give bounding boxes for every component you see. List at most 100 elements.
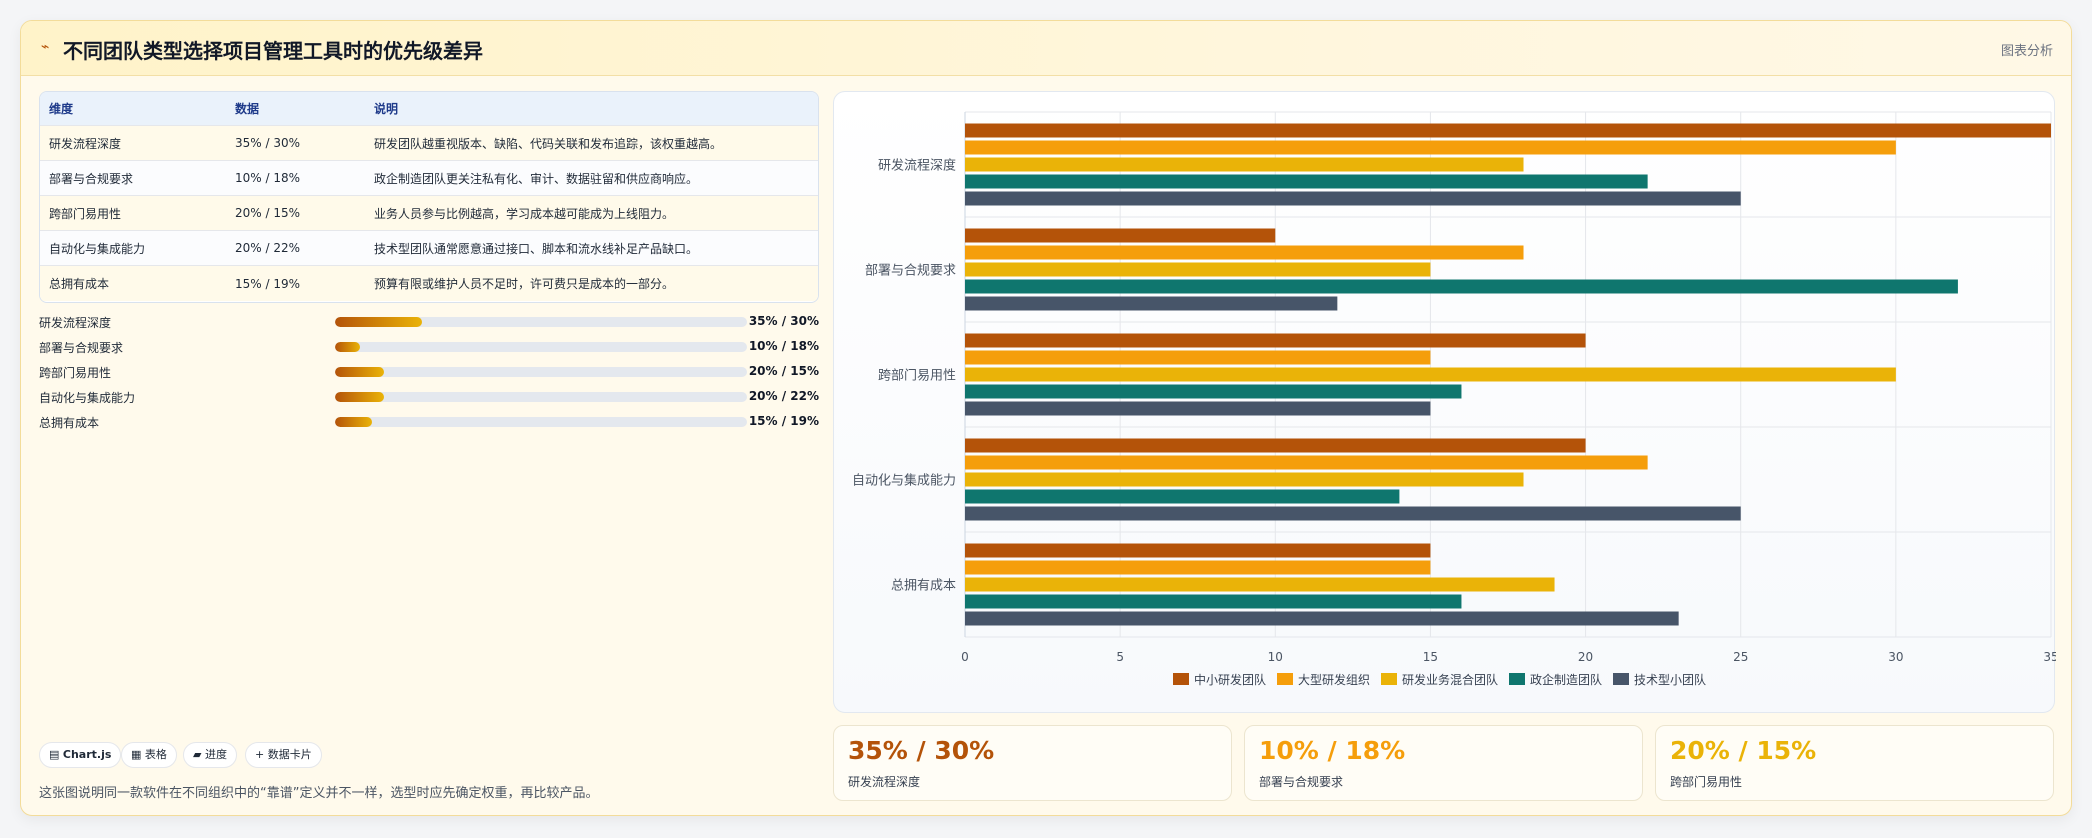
- x-tick-label: 35: [2043, 650, 2056, 664]
- table-cell-data: 20% / 22%: [235, 241, 301, 255]
- progress-icon: ▰: [193, 748, 202, 761]
- bar: [965, 350, 1431, 365]
- stat-card: 10% / 18% 部署与合规要求: [1244, 725, 1643, 801]
- x-tick-label: 20: [1578, 650, 1593, 664]
- bar: [965, 174, 1648, 189]
- progress-row: 部署与合规要求 10% / 18%: [39, 338, 819, 356]
- bar: [965, 191, 1741, 206]
- table-cell-data: 10% / 18%: [235, 171, 301, 185]
- analysis-card: ⌁ 不同团队类型选择项目管理工具时的优先级差异 图表分析 维度 数据 说明 研发…: [20, 20, 2072, 816]
- stat-label: 跨部门易用性: [1670, 775, 1743, 789]
- stat-card: 35% / 30% 研发流程深度: [833, 725, 1232, 801]
- table-cell-description: 预算有限或维护人员不足时，许可费只是成本的一部分。: [374, 277, 675, 291]
- table-row: 跨部门易用性 20% / 15% 业务人员参与比例越高，学习成本越可能成为上线阻…: [40, 196, 818, 231]
- bar-chart-panel: 0 5 10 15 20 25 30 35 研发流程深度部署与合规要求跨部门易用性自动化与集成能…: [833, 91, 2056, 713]
- progress-track: [335, 367, 747, 377]
- bar: [965, 123, 2051, 138]
- bar: [965, 384, 1462, 399]
- card-header: ⌁ 不同团队类型选择项目管理工具时的优先级差异 图表分析: [21, 21, 2071, 76]
- legend-swatch: [1613, 673, 1629, 685]
- x-tick-label: 0: [961, 650, 969, 664]
- table-cell-data: 35% / 30%: [235, 136, 301, 150]
- bar: [965, 140, 1896, 155]
- bar: [965, 401, 1431, 416]
- progress-label: 研发流程深度: [39, 316, 112, 330]
- table-row: 研发流程深度 35% / 30% 研发团队越重视版本、缺陷、代码关联和发布追踪，…: [40, 126, 818, 161]
- chip-label: 表格: [144, 748, 167, 761]
- chip-chartjs[interactable]: ▤ Chart.js: [39, 742, 122, 768]
- page-title: 不同团队类型选择项目管理工具时的优先级差异: [63, 39, 483, 63]
- progress-value: 20% / 22%: [748, 389, 819, 403]
- y-category-label: 自动化与集成能力: [852, 473, 956, 489]
- table-cell-dimension: 自动化与集成能力: [49, 241, 146, 256]
- table-row: 总拥有成本 15% / 19% 预算有限或维护人员不足时，许可费只是成本的一部分…: [40, 266, 818, 301]
- chart-analysis-tag: 图表分析: [2000, 44, 2053, 59]
- table-cell-dimension: 研发流程深度: [49, 136, 122, 151]
- stat-card: 20% / 15% 跨部门易用性: [1655, 725, 2054, 801]
- progress-label: 跨部门易用性: [39, 366, 112, 380]
- priority-table: 维度 数据 说明 研发流程深度 35% / 30% 研发团队越重视版本、缺陷、代…: [39, 91, 819, 303]
- column-header-dimension: 维度: [49, 102, 74, 116]
- bar: [965, 472, 1524, 487]
- bar: [965, 245, 1524, 260]
- bar: [965, 279, 1958, 294]
- stat-value: 10% / 18%: [1259, 736, 1406, 765]
- legend-swatch: [1509, 673, 1525, 685]
- x-tick-label: 30: [1888, 650, 1903, 664]
- chip-label: Chart.js: [62, 748, 112, 761]
- bar: [965, 438, 1586, 453]
- progress-value: 15% / 19%: [748, 414, 819, 428]
- legend-swatch: [1173, 673, 1189, 685]
- column-header-description: 说明: [374, 102, 399, 116]
- progress-value: 20% / 15%: [748, 364, 819, 378]
- bar: [965, 296, 1338, 311]
- x-tick-label: 10: [1268, 650, 1283, 664]
- progress-row: 总拥有成本 15% / 19%: [39, 413, 819, 431]
- table-cell-description: 技术型团队通常愿意通过接口、脚本和流水线补足产品缺口。: [374, 241, 699, 256]
- progress-value: 35% / 30%: [748, 314, 819, 328]
- chart-line-icon: ⌁: [41, 39, 50, 55]
- table-row: 部署与合规要求 10% / 18% 政企制造团队更关注私有化、审计、数据驻留和供…: [40, 161, 818, 196]
- bar: [965, 506, 1741, 521]
- y-category-label: 研发流程深度: [878, 158, 956, 174]
- progress-fill: [335, 392, 385, 402]
- legend-label: 中小研发团队: [1194, 672, 1266, 687]
- table-cell-dimension: 总拥有成本: [49, 277, 110, 291]
- bar: [965, 455, 1648, 470]
- chip-table[interactable]: ▦ 表格: [121, 742, 177, 768]
- stat-label: 部署与合规要求: [1259, 775, 1344, 789]
- table-cell-description: 研发团队越重视版本、缺陷、代码关联和发布追踪，该权重越高。: [374, 136, 723, 151]
- table-cell-data: 20% / 15%: [235, 206, 301, 220]
- bar: [965, 157, 1524, 172]
- progress-fill: [335, 417, 373, 427]
- chip-label: 进度: [204, 748, 227, 761]
- progress-fill: [335, 367, 385, 377]
- chip-data-card[interactable]: + 数据卡片: [245, 742, 322, 768]
- progress-row: 自动化与集成能力 20% / 22%: [39, 388, 819, 406]
- y-category-label: 跨部门易用性: [878, 369, 956, 384]
- bar: [965, 577, 1555, 592]
- legend-label: 技术型小团队: [1634, 672, 1706, 687]
- table-row: 自动化与集成能力 20% / 22% 技术型团队通常愿意通过接口、脚本和流水线补…: [40, 231, 818, 266]
- progress-track: [335, 392, 747, 402]
- table-cell-dimension: 部署与合规要求: [49, 171, 134, 186]
- bar: [965, 367, 1896, 382]
- bar: [965, 489, 1400, 504]
- legend-label: 政企制造团队: [1530, 672, 1602, 687]
- table-icon: ▦: [131, 748, 142, 761]
- bar: [965, 543, 1431, 558]
- table-cell-description: 业务人员参与比例越高，学习成本越可能成为上线阻力。: [374, 206, 675, 221]
- legend-label: 研发业务混合团队: [1402, 672, 1498, 687]
- progress-row: 跨部门易用性 20% / 15%: [39, 363, 819, 381]
- footnote: 这张图说明同一款软件在不同组织中的“靠谱”定义并不一样，选型时应先确定权重，再比…: [39, 786, 599, 801]
- progress-label: 总拥有成本: [39, 416, 100, 430]
- plus-icon: +: [255, 748, 265, 761]
- bar: [965, 333, 1586, 348]
- bar: [965, 611, 1679, 626]
- progress-label: 部署与合规要求: [39, 341, 124, 355]
- chip-progress[interactable]: ▰ 进度: [183, 742, 237, 768]
- table-cell-description: 政企制造团队更关注私有化、审计、数据驻留和供应商响应。: [374, 171, 699, 186]
- stat-label: 研发流程深度: [848, 775, 921, 789]
- bar: [965, 594, 1462, 609]
- x-tick-label: 5: [1116, 650, 1124, 664]
